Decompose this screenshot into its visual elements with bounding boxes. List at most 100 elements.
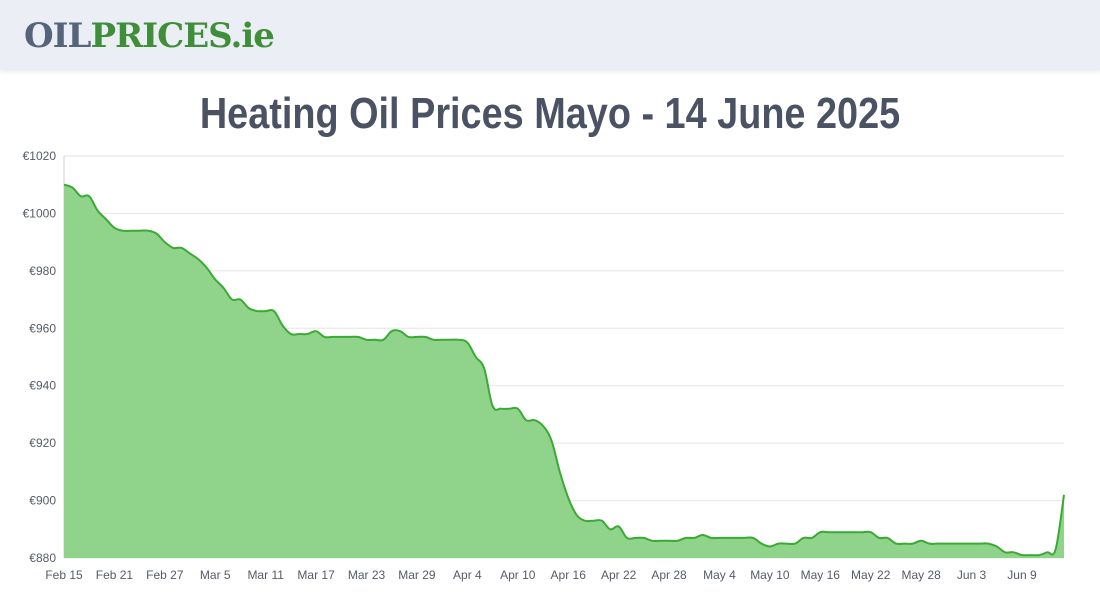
data-point[interactable]	[843, 529, 849, 535]
data-point[interactable]	[355, 334, 361, 340]
data-point[interactable]	[775, 541, 781, 547]
data-point[interactable]	[473, 354, 479, 360]
data-point[interactable]	[380, 337, 386, 343]
data-point[interactable]	[582, 518, 588, 524]
data-point[interactable]	[456, 337, 462, 343]
data-point[interactable]	[397, 328, 403, 334]
data-point[interactable]	[540, 423, 546, 429]
data-point[interactable]	[204, 265, 210, 271]
data-point[interactable]	[1053, 546, 1059, 552]
data-point[interactable]	[969, 541, 975, 547]
data-point[interactable]	[1036, 552, 1042, 558]
data-point[interactable]	[893, 541, 899, 547]
data-point[interactable]	[666, 538, 672, 544]
data-point[interactable]	[448, 337, 454, 343]
data-point[interactable]	[523, 417, 529, 423]
data-point[interactable]	[305, 331, 311, 337]
data-point[interactable]	[717, 535, 723, 541]
data-point[interactable]	[406, 334, 412, 340]
data-point[interactable]	[557, 469, 563, 475]
data-point[interactable]	[145, 228, 151, 234]
data-point[interactable]	[632, 535, 638, 541]
data-point[interactable]	[943, 541, 949, 547]
data-point[interactable]	[960, 541, 966, 547]
data-point[interactable]	[994, 544, 1000, 550]
data-point[interactable]	[658, 538, 664, 544]
data-point[interactable]	[338, 334, 344, 340]
data-point[interactable]	[61, 182, 67, 188]
data-point[interactable]	[187, 251, 193, 257]
data-point[interactable]	[574, 512, 580, 518]
data-point[interactable]	[263, 308, 269, 314]
data-point[interactable]	[599, 518, 605, 524]
data-point[interactable]	[868, 529, 874, 535]
data-point[interactable]	[910, 541, 916, 547]
data-point[interactable]	[422, 334, 428, 340]
data-point[interactable]	[153, 231, 159, 237]
data-point[interactable]	[977, 541, 983, 547]
data-point[interactable]	[683, 535, 689, 541]
data-point[interactable]	[1027, 552, 1033, 558]
data-point[interactable]	[347, 334, 353, 340]
data-point[interactable]	[196, 256, 202, 262]
data-point[interactable]	[389, 328, 395, 334]
data-point[interactable]	[86, 193, 92, 199]
data-point[interactable]	[792, 541, 798, 547]
data-point[interactable]	[498, 406, 504, 412]
data-point[interactable]	[935, 541, 941, 547]
data-point[interactable]	[885, 535, 891, 541]
data-point[interactable]	[95, 208, 101, 214]
data-point[interactable]	[826, 529, 832, 535]
data-point[interactable]	[700, 532, 706, 538]
data-point[interactable]	[859, 529, 865, 535]
data-point[interactable]	[927, 541, 933, 547]
data-point[interactable]	[725, 535, 731, 541]
data-point[interactable]	[515, 406, 521, 412]
data-point[interactable]	[548, 437, 554, 443]
data-point[interactable]	[313, 328, 319, 334]
data-point[interactable]	[103, 216, 109, 222]
data-point[interactable]	[607, 526, 613, 532]
data-point[interactable]	[851, 529, 857, 535]
data-point[interactable]	[750, 535, 756, 541]
data-point[interactable]	[111, 225, 117, 231]
data-point[interactable]	[296, 331, 302, 337]
data-point[interactable]	[691, 535, 697, 541]
data-point[interactable]	[78, 193, 84, 199]
data-point[interactable]	[322, 334, 328, 340]
data-point[interactable]	[69, 185, 75, 191]
data-point[interactable]	[708, 535, 714, 541]
data-point[interactable]	[431, 337, 437, 343]
data-point[interactable]	[162, 239, 168, 245]
data-point[interactable]	[759, 541, 765, 547]
data-point[interactable]	[809, 535, 815, 541]
data-point[interactable]	[767, 544, 773, 550]
data-point[interactable]	[238, 297, 244, 303]
data-point[interactable]	[254, 308, 260, 314]
data-point[interactable]	[641, 535, 647, 541]
data-point[interactable]	[649, 538, 655, 544]
data-point[interactable]	[742, 535, 748, 541]
data-point[interactable]	[364, 337, 370, 343]
data-point[interactable]	[280, 322, 286, 328]
data-point[interactable]	[170, 245, 176, 251]
data-point[interactable]	[901, 541, 907, 547]
data-point[interactable]	[128, 228, 134, 234]
data-point[interactable]	[229, 297, 235, 303]
data-point[interactable]	[1011, 549, 1017, 555]
data-point[interactable]	[733, 535, 739, 541]
data-point[interactable]	[624, 535, 630, 541]
data-point[interactable]	[1044, 549, 1050, 555]
data-point[interactable]	[1061, 492, 1067, 498]
data-point[interactable]	[246, 305, 252, 311]
data-point[interactable]	[565, 495, 571, 501]
data-point[interactable]	[834, 529, 840, 535]
data-point[interactable]	[1002, 549, 1008, 555]
data-point[interactable]	[674, 538, 680, 544]
data-point[interactable]	[481, 366, 487, 372]
data-point[interactable]	[506, 406, 512, 412]
data-point[interactable]	[439, 337, 445, 343]
data-point[interactable]	[784, 541, 790, 547]
data-point[interactable]	[985, 541, 991, 547]
data-point[interactable]	[532, 417, 538, 423]
